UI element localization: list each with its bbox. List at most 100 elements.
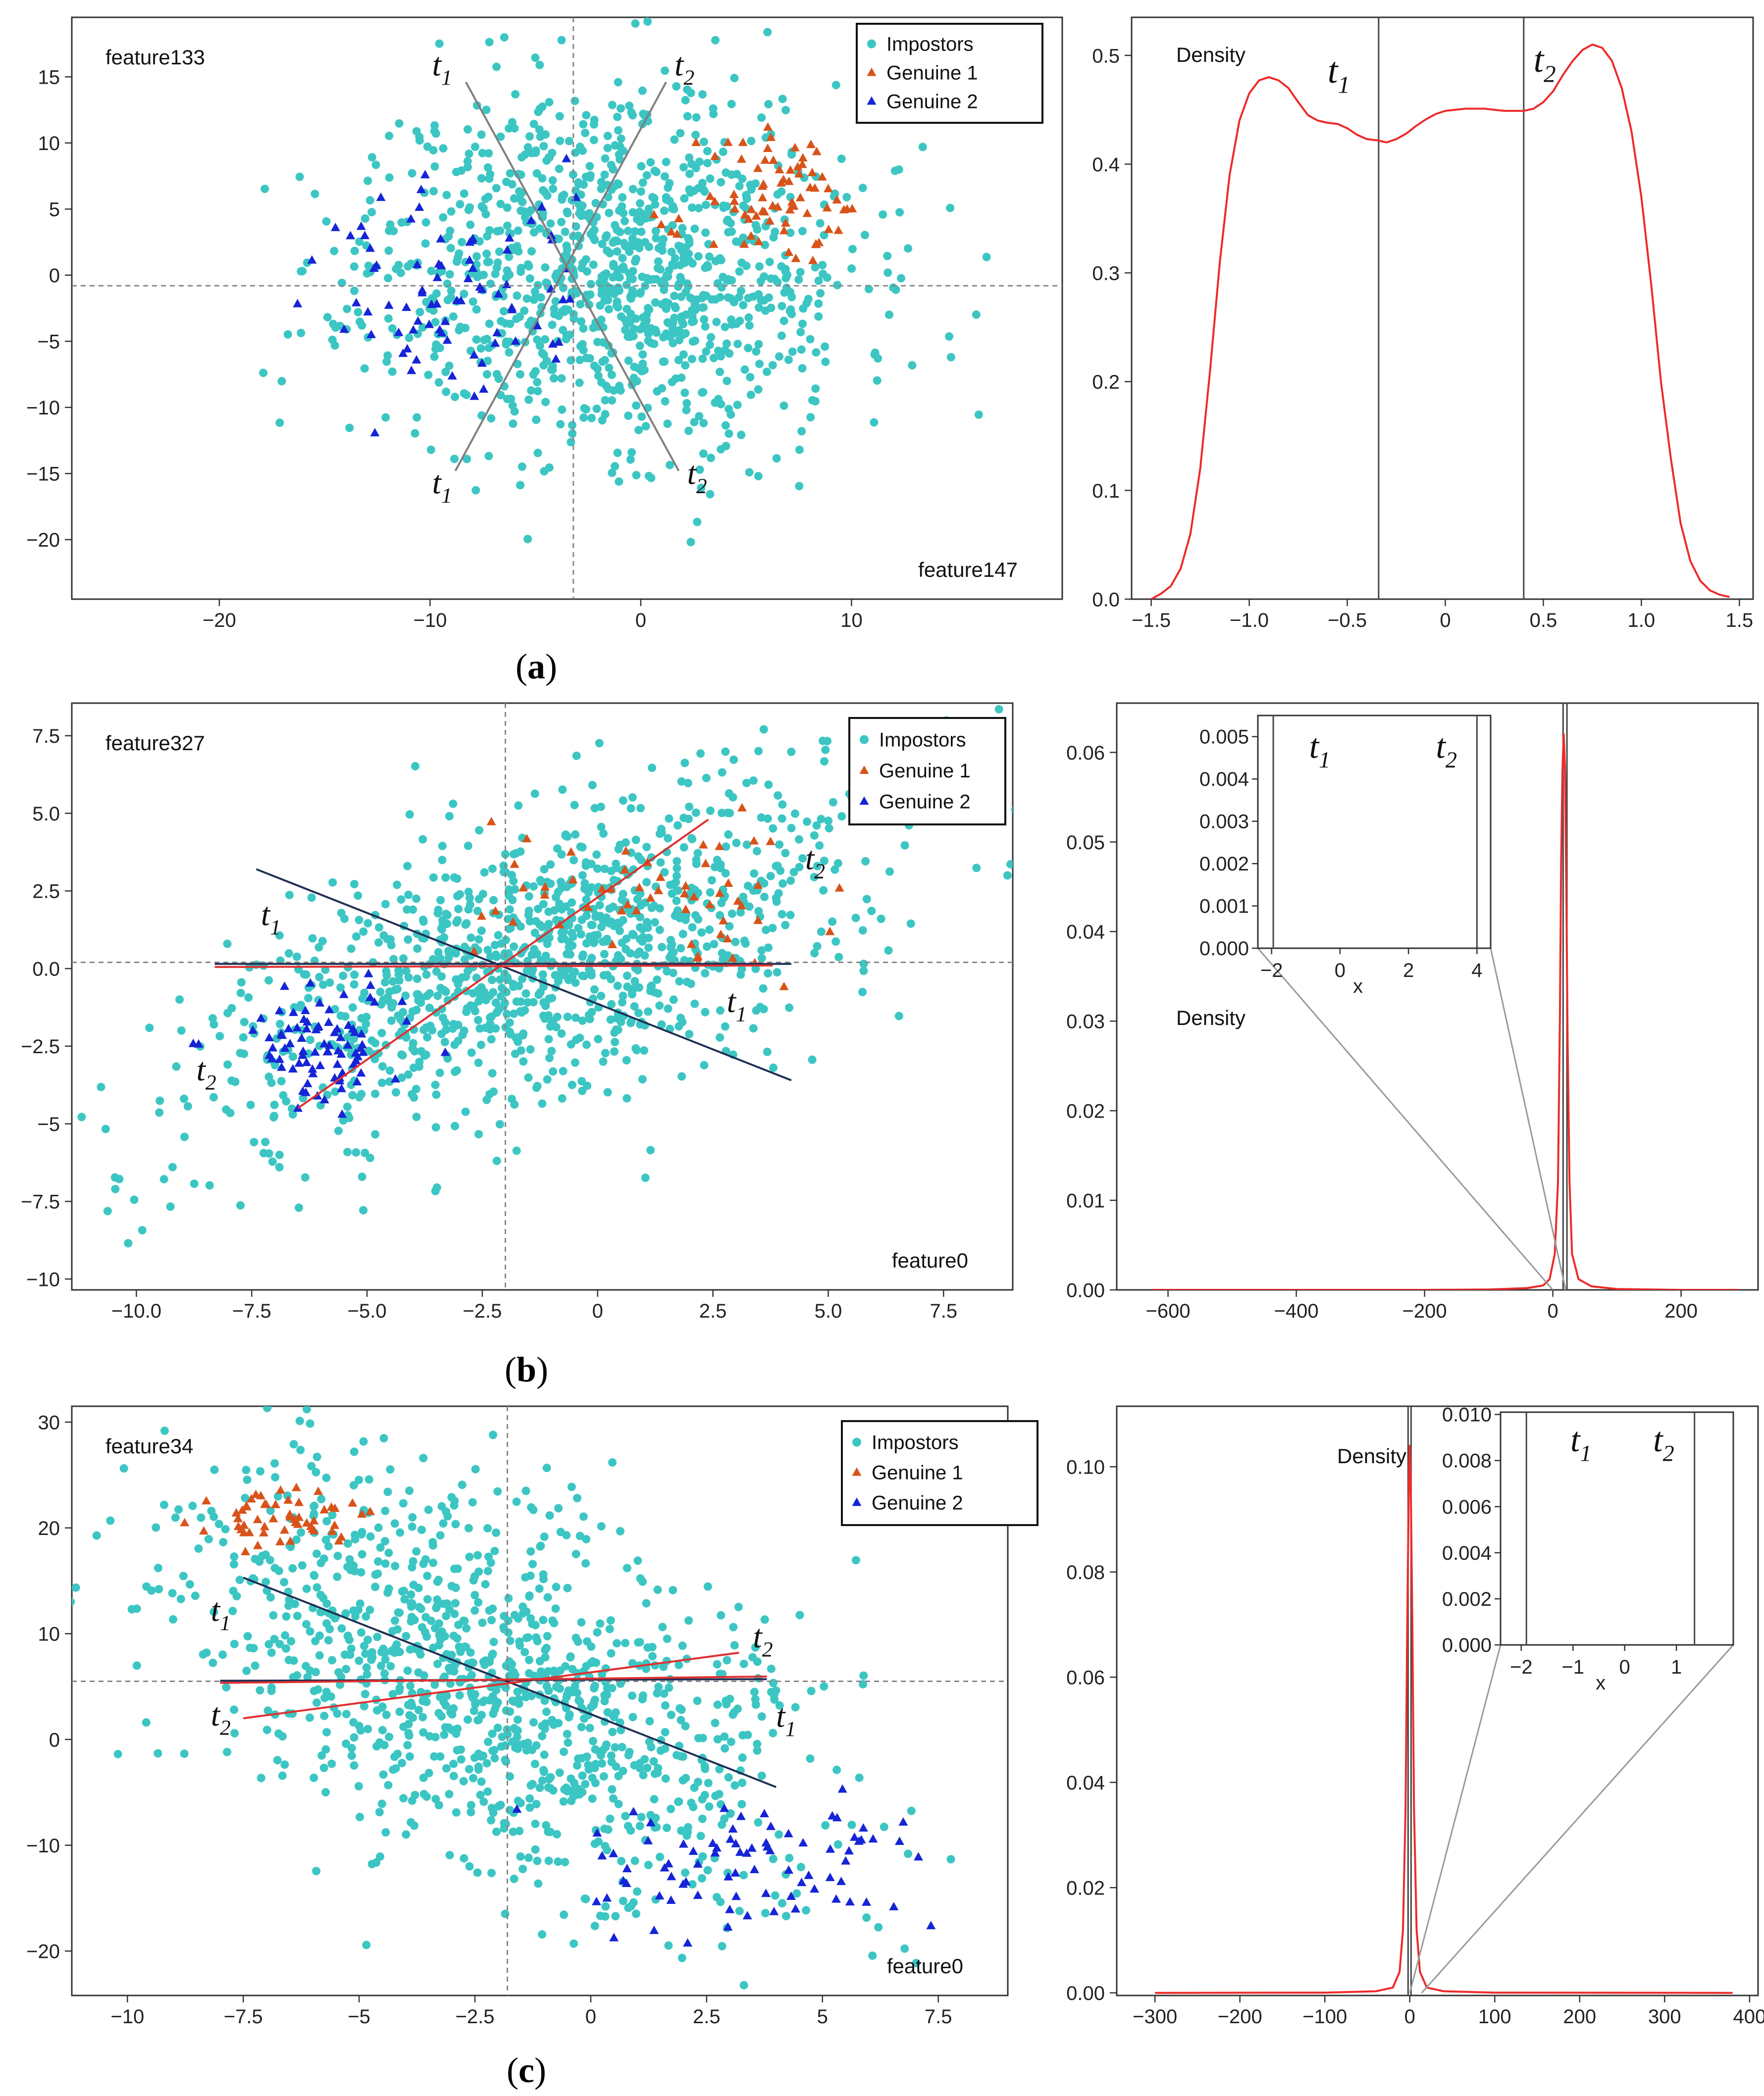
impostor-point xyxy=(460,955,469,964)
impostor-point xyxy=(424,1505,433,1514)
impostor-point xyxy=(582,111,591,120)
impostor-point xyxy=(526,1547,535,1556)
impostor-point xyxy=(333,1551,342,1560)
impostor-point xyxy=(508,1696,517,1705)
impostor-point xyxy=(381,413,390,422)
plot-frame xyxy=(71,16,1063,600)
genuine-2-point xyxy=(402,302,412,311)
impostor-point xyxy=(630,1856,639,1865)
impostor-point xyxy=(703,1866,712,1875)
impostor-point xyxy=(310,1571,319,1580)
impostor-point xyxy=(634,425,643,434)
impostor-point xyxy=(542,1821,551,1830)
impostor-point xyxy=(98,1352,106,1360)
impostor-point xyxy=(513,1733,521,1741)
legend-box xyxy=(848,717,1006,825)
impostor-point xyxy=(567,1774,575,1783)
impostor-point xyxy=(614,919,623,927)
impostor-point xyxy=(702,773,711,782)
impostor-point xyxy=(579,1512,588,1521)
impostor-point xyxy=(732,319,741,328)
impostor-point xyxy=(603,246,612,255)
impostor-point xyxy=(900,1944,909,1953)
impostor-point xyxy=(377,1661,386,1670)
impostor-point xyxy=(516,1799,525,1808)
impostor-point xyxy=(482,1759,491,1768)
impostor-point xyxy=(613,247,622,256)
impostor-point xyxy=(560,1910,569,1919)
impostor-point xyxy=(438,920,447,929)
impostor-point xyxy=(523,1633,532,1642)
impostor-point xyxy=(262,1726,271,1735)
genuine-1-point xyxy=(806,140,816,149)
genuine-2-point xyxy=(339,989,349,998)
genuine-2-point xyxy=(742,1911,752,1920)
impostor-point xyxy=(665,197,674,205)
impostor-point xyxy=(691,911,700,920)
impostor-point xyxy=(634,852,643,861)
impostor-point xyxy=(597,315,606,324)
impostor-point xyxy=(382,971,391,980)
impostor-point xyxy=(661,298,670,307)
impostor-point xyxy=(701,1008,710,1017)
impostor-point xyxy=(555,164,564,173)
impostor-point xyxy=(535,920,544,929)
impostor-point xyxy=(627,448,636,457)
impostor-point xyxy=(92,1531,101,1540)
impostor-point xyxy=(501,1741,510,1750)
impostor-point xyxy=(470,1572,479,1581)
impostor-point xyxy=(634,1638,643,1647)
impostor-point xyxy=(651,200,660,209)
genuine-1-point xyxy=(285,1509,295,1518)
impostor-point xyxy=(538,209,547,218)
impostor-point xyxy=(180,1094,189,1103)
impostor-point xyxy=(159,1500,168,1509)
impostor-point xyxy=(778,879,787,888)
inset-frame xyxy=(1500,1411,1734,1646)
threshold-label: t2 xyxy=(211,1697,231,1739)
impostor-point xyxy=(588,1794,597,1803)
impostor-point xyxy=(613,112,622,121)
impostor-point xyxy=(541,263,550,272)
impostor-point xyxy=(649,1757,658,1766)
impostor-point xyxy=(302,1585,311,1593)
y-tick-label: 0.0 xyxy=(32,958,60,980)
genuine-1-point xyxy=(715,841,725,850)
impostor-point xyxy=(524,911,533,920)
impostor-point xyxy=(651,1661,660,1670)
impostor-point xyxy=(363,1670,371,1679)
genuine-2-point xyxy=(786,1891,796,1900)
impostor-point xyxy=(331,1087,340,1096)
impostor-point xyxy=(615,926,624,935)
impostor-point xyxy=(716,1006,725,1015)
impostor-point xyxy=(578,950,587,959)
impostor-point xyxy=(432,1090,441,1099)
impostor-point xyxy=(439,1519,448,1528)
impostor-point xyxy=(422,991,431,1000)
impostor-point xyxy=(634,983,643,992)
impostor-point xyxy=(453,874,462,883)
impostor-point xyxy=(821,358,830,366)
impostor-point xyxy=(355,916,363,924)
impostor-point xyxy=(764,293,773,302)
impostor-point xyxy=(479,1797,488,1806)
legend-entry: Genuine 1 xyxy=(872,1462,963,1483)
impostor-point xyxy=(368,1653,377,1662)
impostor-point xyxy=(754,747,763,756)
impostor-point xyxy=(445,270,454,279)
impostor-point xyxy=(514,801,523,810)
impostor-point xyxy=(510,124,519,133)
impostor-point xyxy=(438,841,447,850)
impostor-point xyxy=(544,920,553,928)
impostor-point xyxy=(813,942,822,951)
impostor-point xyxy=(391,1088,400,1097)
impostor-point xyxy=(465,1765,473,1774)
genuine-1-point xyxy=(834,883,844,892)
impostor-point xyxy=(681,916,690,924)
impostor-point xyxy=(319,1554,328,1563)
impostor-point xyxy=(617,1857,626,1866)
impostor-point xyxy=(487,1803,496,1812)
impostor-point xyxy=(751,1643,760,1652)
genuine-2-point xyxy=(297,1033,307,1042)
